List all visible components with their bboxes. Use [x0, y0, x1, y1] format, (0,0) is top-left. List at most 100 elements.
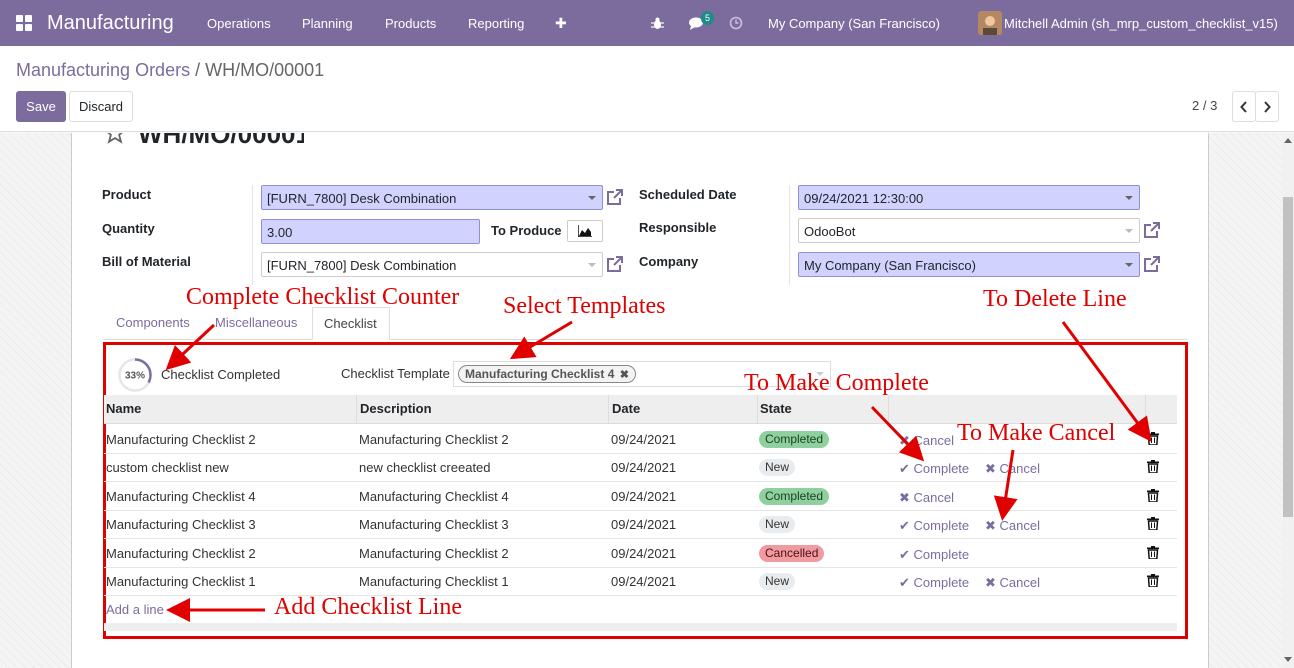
- dropdown-caret-icon: [1125, 196, 1133, 200]
- cell-description[interactable]: Manufacturing Checklist 4: [359, 489, 509, 504]
- external-link-icon[interactable]: [1143, 221, 1161, 239]
- cancel-button[interactable]: ✖ Cancel: [985, 461, 1040, 477]
- cell-description[interactable]: Manufacturing Checklist 2: [359, 432, 509, 447]
- product-field[interactable]: [FURN_7800] Desk Combination: [261, 185, 603, 210]
- menu-operations[interactable]: Operations: [207, 15, 271, 31]
- column-header-state[interactable]: State: [760, 401, 792, 416]
- chat-icon[interactable]: [689, 0, 705, 46]
- avatar[interactable]: [978, 0, 1002, 46]
- checklist-template-field[interactable]: Manufacturing Checklist 4 ✖: [453, 361, 831, 387]
- complete-button[interactable]: ✔ Complete: [899, 575, 969, 591]
- cell-description[interactable]: Manufacturing Checklist 2: [359, 546, 509, 561]
- app-title[interactable]: Manufacturing: [47, 11, 174, 34]
- tab-miscellaneous[interactable]: Miscellaneous: [215, 315, 298, 330]
- cell-date[interactable]: 09/24/2021: [611, 489, 677, 504]
- cell-name[interactable]: Manufacturing Checklist 1: [106, 574, 256, 589]
- column-header-name[interactable]: Name: [106, 401, 142, 416]
- user-menu[interactable]: Mitchell Admin (sh_mrp_custom_checklist_…: [1004, 15, 1278, 31]
- column-divider: [757, 395, 758, 424]
- company-switcher[interactable]: My Company (San Francisco): [768, 15, 940, 31]
- column-divider: [356, 395, 357, 424]
- trash-icon[interactable]: [1147, 546, 1159, 559]
- complete-button[interactable]: ✔ Complete: [899, 461, 969, 477]
- quantity-label: Quantity: [102, 221, 155, 236]
- save-button[interactable]: Save: [16, 91, 66, 122]
- record-title-area: WH/MO/00001: [104, 133, 304, 153]
- menu-planning[interactable]: Planning: [302, 15, 353, 31]
- cell-name[interactable]: custom checklist new: [106, 460, 229, 475]
- responsible-field[interactable]: OdooBot: [798, 218, 1140, 243]
- cell-date[interactable]: 09/24/2021: [611, 432, 677, 447]
- external-link-icon[interactable]: [606, 188, 624, 206]
- external-link-icon[interactable]: [1143, 255, 1161, 273]
- scheduled-date-field[interactable]: 09/24/2021 12:30:00: [798, 185, 1140, 210]
- scroll-down-arrow-icon[interactable]: [1282, 652, 1294, 666]
- scrollbar-thumb[interactable]: [1283, 197, 1293, 517]
- cell-description[interactable]: new checklist creeated: [359, 460, 491, 475]
- cancel-button[interactable]: ✖ Cancel: [899, 433, 954, 449]
- forecast-button[interactable]: [567, 220, 603, 242]
- cell-date[interactable]: 09/24/2021: [611, 460, 677, 475]
- cell-date[interactable]: 09/24/2021: [611, 546, 677, 561]
- state-badge: New: [759, 573, 796, 590]
- complete-button[interactable]: ✔ Complete: [899, 547, 969, 563]
- clock-icon[interactable]: [729, 0, 743, 46]
- annotation-add: Add Checklist Line: [274, 594, 462, 620]
- column-header-description[interactable]: Description: [360, 401, 432, 416]
- annotation-cancel: To Make Cancel: [957, 420, 1116, 446]
- quantity-field[interactable]: 3.00: [261, 219, 480, 244]
- checklist-template-label: Checklist Template: [341, 366, 450, 381]
- trash-icon[interactable]: [1147, 460, 1159, 473]
- cancel-button[interactable]: ✖ Cancel: [899, 490, 954, 506]
- breadcrumb-current: WH/MO/00001: [205, 60, 325, 80]
- tab-components[interactable]: Components: [116, 315, 190, 330]
- cell-name[interactable]: Manufacturing Checklist 2: [106, 432, 256, 447]
- row-divider: [104, 538, 1177, 539]
- cell-description[interactable]: Manufacturing Checklist 3: [359, 517, 509, 532]
- trash-icon[interactable]: [1147, 574, 1159, 587]
- cancel-label: Cancel: [999, 518, 1040, 533]
- tab-checklist[interactable]: Checklist: [312, 307, 390, 340]
- checklist-progress-circle: 33%: [118, 358, 152, 392]
- trash-icon[interactable]: [1147, 489, 1159, 502]
- tabs-underline: [104, 339, 1187, 340]
- star-icon[interactable]: [104, 133, 126, 147]
- state-badge: New: [759, 516, 796, 533]
- cell-name[interactable]: Manufacturing Checklist 4: [106, 489, 256, 504]
- complete-label: Complete: [913, 518, 970, 533]
- trash-icon[interactable]: [1147, 432, 1159, 445]
- scrollbar[interactable]: [1282, 133, 1294, 668]
- pager-previous-button[interactable]: [1232, 91, 1256, 122]
- menu-reporting[interactable]: Reporting: [468, 15, 525, 31]
- cell-description[interactable]: Manufacturing Checklist 1: [359, 574, 509, 589]
- complete-button[interactable]: ✔ Complete: [899, 518, 969, 534]
- add-line-link[interactable]: Add a line: [106, 602, 164, 617]
- company-field[interactable]: My Company (San Francisco): [798, 252, 1140, 277]
- menu-products[interactable]: Products: [385, 15, 437, 31]
- product-label: Product: [102, 187, 152, 202]
- column-header-date[interactable]: Date: [612, 401, 641, 416]
- cell-name[interactable]: Manufacturing Checklist 3: [106, 517, 256, 532]
- cancel-button[interactable]: ✖ Cancel: [985, 518, 1040, 534]
- trash-icon[interactable]: [1147, 517, 1159, 530]
- cell-name[interactable]: Manufacturing Checklist 2: [106, 546, 256, 561]
- breadcrumb-parent[interactable]: Manufacturing Orders: [16, 60, 191, 80]
- pager-next-button[interactable]: [1255, 91, 1279, 122]
- plus-icon[interactable]: ✚: [555, 14, 567, 31]
- bom-field[interactable]: [FURN_7800] Desk Combination: [261, 252, 603, 277]
- cell-date[interactable]: 09/24/2021: [611, 574, 677, 589]
- separator: [789, 185, 790, 285]
- bug-icon[interactable]: [651, 0, 664, 46]
- company-label: Company: [639, 254, 699, 269]
- scroll-up-arrow-icon[interactable]: [1282, 133, 1294, 147]
- apps-menu-icon[interactable]: [16, 0, 32, 46]
- state-badge: Completed: [759, 431, 830, 448]
- cell-date[interactable]: 09/24/2021: [611, 517, 677, 532]
- scheduled-date-label: Scheduled Date: [639, 187, 737, 202]
- remove-tag-icon[interactable]: ✖: [619, 369, 629, 381]
- external-link-icon[interactable]: [606, 255, 624, 273]
- discard-button[interactable]: Discard: [69, 91, 133, 122]
- pager-value[interactable]: 2 / 3: [1192, 98, 1218, 113]
- bom-label: Bill of Material: [102, 254, 191, 269]
- cancel-button[interactable]: ✖ Cancel: [985, 575, 1040, 591]
